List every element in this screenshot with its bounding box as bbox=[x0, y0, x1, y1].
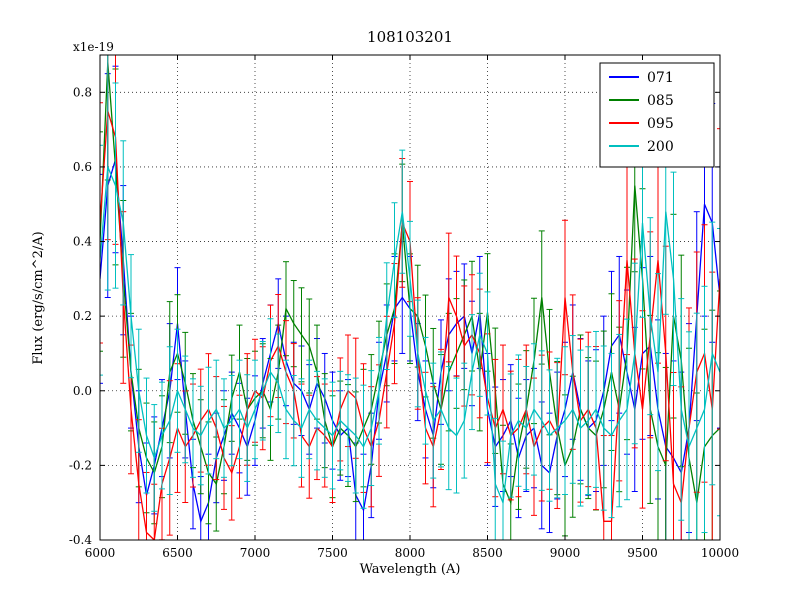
x-tick-label: 7500 bbox=[317, 546, 348, 560]
x-tick-label: 8500 bbox=[472, 546, 503, 560]
x-tick-label: 8000 bbox=[395, 546, 426, 560]
x-tick-label: 6500 bbox=[162, 546, 193, 560]
chart-title: 108103201 bbox=[367, 28, 453, 46]
y-tick-label: 0.0 bbox=[73, 384, 92, 398]
legend-label-095: 095 bbox=[647, 116, 674, 132]
legend: 071 085 095 200 bbox=[599, 62, 715, 168]
x-tick-label: 6000 bbox=[85, 546, 116, 560]
y-tick-label: 0.8 bbox=[73, 85, 92, 99]
x-tick-label: 7000 bbox=[240, 546, 271, 560]
y-tick-label: 0.2 bbox=[73, 309, 92, 323]
x-tick-label: 9500 bbox=[627, 546, 658, 560]
series-line-200 bbox=[100, 166, 720, 506]
x-tick-label: 9000 bbox=[550, 546, 581, 560]
x-axis-label: Wavelength (A) bbox=[360, 562, 461, 577]
axes-frame bbox=[99, 54, 721, 541]
series-200 bbox=[100, 55, 720, 540]
y-axis-offset-label: x1e-19 bbox=[73, 40, 114, 54]
y-axis-label: Flux (erg/s/cm^2/A) bbox=[31, 231, 46, 364]
legend-label-085: 085 bbox=[647, 93, 674, 109]
y-tick-label: 0.6 bbox=[73, 160, 92, 174]
x-tick-label: 10000 bbox=[701, 546, 739, 560]
legend-box bbox=[599, 62, 715, 168]
plot-area bbox=[100, 55, 720, 540]
y-tick-label: -0.2 bbox=[69, 458, 92, 472]
legend-label-071: 071 bbox=[647, 70, 674, 86]
tick-labels: 6000 6500 7000 7500 8000 8500 9000 9500 10000 -0.… bbox=[69, 85, 739, 560]
y-tick-label: -0.4 bbox=[69, 533, 93, 547]
legend-label-200: 200 bbox=[647, 139, 674, 155]
y-tick-label: 0.4 bbox=[73, 235, 92, 249]
